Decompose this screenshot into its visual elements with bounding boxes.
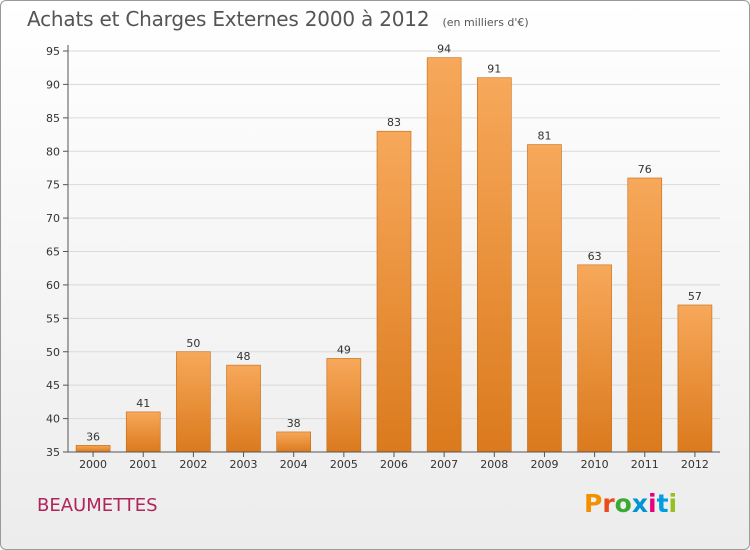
value-label-2008: 91 — [487, 63, 501, 76]
value-label-2002: 50 — [186, 337, 200, 350]
bar-2000[interactable] — [75, 445, 111, 453]
proxiti-logo[interactable]: Proxiti — [584, 489, 677, 518]
bar-2004[interactable] — [276, 431, 311, 453]
y-tick-label: 65 — [46, 246, 60, 259]
bars: 36 41 50 48 38 49 83 94 91 81 63 76 57 — [75, 43, 713, 453]
value-label-2006: 83 — [387, 116, 401, 129]
y-tick-label: 45 — [46, 379, 60, 392]
x-tick-label-2004: 2004 — [280, 458, 308, 471]
value-label-2005: 49 — [337, 343, 351, 356]
bar-2006[interactable] — [376, 130, 412, 453]
bar-2012[interactable] — [677, 304, 713, 453]
chart-header: Achats et Charges Externes 2000 à 2012 (… — [27, 7, 529, 31]
bar-2010[interactable] — [577, 264, 612, 453]
x-tick-label-2003: 2003 — [230, 458, 258, 471]
value-label-2004: 38 — [287, 417, 301, 430]
x-tick-label-2012: 2012 — [681, 458, 709, 471]
bar-2002[interactable] — [176, 351, 211, 453]
logo-letter: i — [648, 489, 657, 518]
y-tick-label: 80 — [46, 145, 60, 158]
bar-2005[interactable] — [326, 358, 362, 453]
x-tick-label-2007: 2007 — [430, 458, 458, 471]
y-tick-label: 90 — [46, 78, 60, 91]
y-tick-label: 50 — [46, 346, 60, 359]
value-label-2000: 36 — [86, 430, 100, 443]
x-tick-label-2006: 2006 — [380, 458, 408, 471]
chart-unit: (en milliers d'€) — [442, 16, 529, 29]
x-tick-label-2002: 2002 — [179, 458, 207, 471]
x-tick-label-2005: 2005 — [330, 458, 358, 471]
logo-letter: o — [614, 489, 632, 518]
value-label-2001: 41 — [136, 397, 150, 410]
y-tick-label: 35 — [46, 446, 60, 459]
value-label-2012: 57 — [688, 290, 702, 303]
x-tick-label-2011: 2011 — [631, 458, 659, 471]
value-label-2007: 94 — [437, 43, 451, 56]
x-tick-label-2010: 2010 — [581, 458, 609, 471]
bar-2007[interactable] — [426, 57, 462, 453]
bar-2003[interactable] — [226, 364, 261, 453]
chart-title: Achats et Charges Externes 2000 à 2012 — [27, 7, 430, 31]
y-tick-label: 55 — [46, 312, 60, 325]
bar-2009[interactable] — [527, 144, 562, 453]
x-tick-label-2008: 2008 — [480, 458, 508, 471]
axes: 35 40 45 50 55 60 65 70 75 80 85 90 95 2000 2001 2002 20… — [46, 45, 720, 471]
bar-2011[interactable] — [627, 177, 663, 453]
logo-letter: P — [584, 489, 603, 518]
value-label-2010: 63 — [588, 250, 602, 263]
x-tick-label-2009: 2009 — [530, 458, 558, 471]
value-label-2009: 81 — [537, 130, 551, 143]
bar-2008[interactable] — [477, 77, 512, 453]
y-tick-label: 95 — [46, 45, 60, 58]
value-label-2003: 48 — [237, 350, 251, 363]
y-tick-label: 70 — [46, 212, 60, 225]
x-tick-label-2000: 2000 — [79, 458, 107, 471]
y-tick-label: 85 — [46, 112, 60, 125]
logo-letter: t — [656, 489, 669, 518]
y-tick-label: 75 — [46, 179, 60, 192]
value-label-2011: 76 — [638, 163, 652, 176]
logo-letter: x — [631, 489, 648, 518]
bar-2001[interactable] — [125, 411, 161, 453]
logo-letter: i — [668, 489, 678, 518]
x-tick-label-2001: 2001 — [129, 458, 157, 471]
logo-letter: r — [602, 489, 615, 518]
y-tick-label: 40 — [46, 413, 60, 426]
location-name: BEAUMETTES — [37, 495, 158, 516]
y-tick-label: 60 — [46, 279, 60, 292]
